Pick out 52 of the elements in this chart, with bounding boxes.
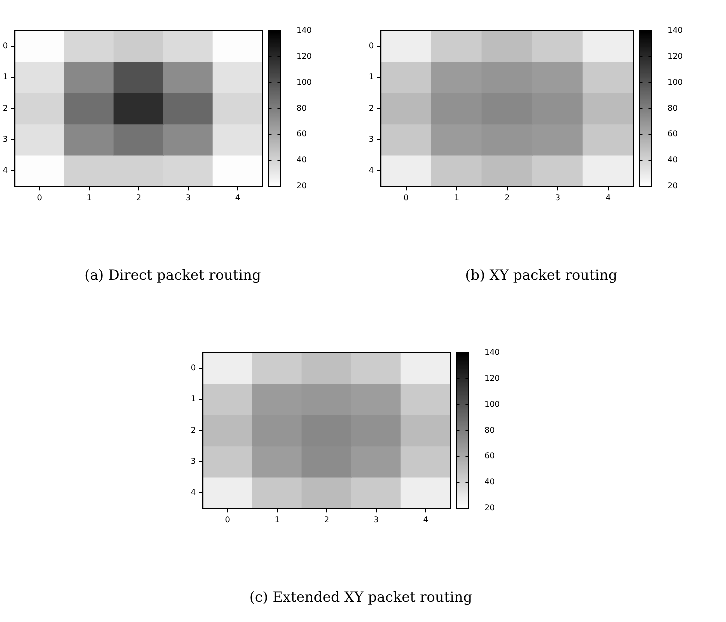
color-bar-label: 40 [296, 156, 307, 165]
y-tick-label: 3 [190, 456, 196, 466]
y-tick-label: 3 [368, 134, 374, 144]
y-tick-label: 1 [2, 72, 8, 82]
color-bar-label: 60 [296, 130, 307, 139]
color-bar-label: 140 [296, 26, 312, 35]
y-tick-label: 2 [2, 104, 8, 113]
x-tick-label: 1 [454, 193, 460, 202]
y-tick-label: 1 [368, 72, 374, 82]
color-bar-label: 20 [296, 182, 307, 191]
color-bar-label: 120 [484, 374, 500, 383]
y-tick-label: 4 [368, 166, 374, 176]
text: (c) Extended XY packet routing [250, 590, 472, 606]
y-tick-label: 0 [190, 363, 196, 372]
color-bar-label: 100 [668, 78, 684, 87]
x-tick-label: 0 [37, 193, 42, 202]
y-tick-label: 4 [2, 166, 8, 176]
color-bar-label: 40 [668, 156, 678, 165]
color-bar-label: 60 [484, 452, 495, 461]
color-bar-label: 80 [484, 426, 495, 435]
y-tick-label: 3 [2, 134, 8, 144]
color-bar-label: 20 [668, 182, 678, 191]
y-tick-label: 2 [368, 104, 374, 113]
x-tick-label: 4 [606, 193, 612, 202]
y-tick-label: 0 [368, 41, 374, 50]
color-bar-label: 120 [296, 52, 312, 61]
color-bar-label: 100 [296, 78, 312, 87]
color-bar-label: 40 [484, 478, 495, 487]
color-bar-label: 60 [668, 130, 678, 139]
x-tick-label: 0 [225, 515, 230, 524]
text: (b) XY packet routing [465, 268, 618, 284]
x-tick-label: 1 [86, 193, 92, 202]
x-tick-label: 2 [136, 193, 142, 202]
y-tick-label: 0 [2, 41, 8, 50]
x-tick-label: 1 [274, 515, 280, 524]
color-bar-label: 140 [484, 348, 500, 357]
color-bar-label: 140 [668, 26, 684, 35]
x-tick-label: 4 [235, 193, 241, 202]
color-bar-label: 20 [484, 504, 495, 513]
x-tick-label: 2 [324, 515, 330, 524]
x-tick-label: 0 [404, 193, 409, 202]
color-bar-label: 80 [296, 104, 307, 113]
y-tick-label: 1 [190, 394, 196, 404]
y-tick-label: 4 [190, 488, 196, 498]
y-tick-label: 2 [190, 426, 196, 435]
x-tick-label: 3 [555, 193, 560, 202]
text: (a) Direct packet routing [84, 268, 262, 284]
x-tick-label: 4 [423, 515, 429, 524]
color-bar-label: 120 [668, 52, 684, 61]
color-bar-label: 80 [668, 104, 678, 113]
x-tick-label: 2 [504, 193, 510, 202]
color-bar-label: 100 [484, 400, 500, 409]
